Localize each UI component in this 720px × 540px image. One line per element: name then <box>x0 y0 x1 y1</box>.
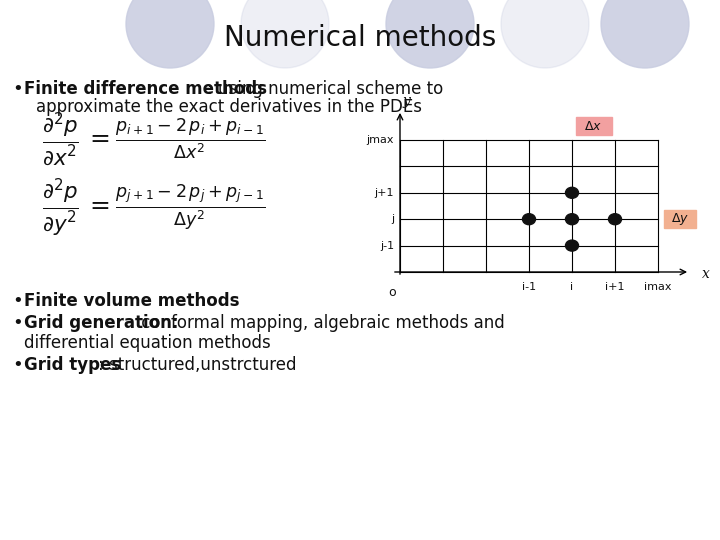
Text: Grid generation:: Grid generation: <box>24 314 179 332</box>
Text: y: y <box>402 94 410 108</box>
Text: : structured,unstrctured: : structured,unstrctured <box>98 356 297 374</box>
Text: approximate the exact derivatives in the PDEs: approximate the exact derivatives in the… <box>36 98 422 116</box>
Circle shape <box>601 0 689 68</box>
Text: $\Delta x$: $\Delta x$ <box>585 119 603 132</box>
Circle shape <box>386 0 474 68</box>
Text: j-1: j-1 <box>380 241 394 251</box>
Text: i-1: i-1 <box>522 282 536 292</box>
FancyBboxPatch shape <box>575 117 611 135</box>
Text: Numerical methods: Numerical methods <box>224 24 496 52</box>
Text: Finite volume methods: Finite volume methods <box>24 292 240 310</box>
Circle shape <box>241 0 329 68</box>
Text: i+1: i+1 <box>606 282 625 292</box>
Text: •: • <box>12 314 23 332</box>
Text: $\Delta y$: $\Delta y$ <box>671 211 689 227</box>
Text: •: • <box>12 292 23 310</box>
Text: $\frac{\partial^2 p}{\partial x^2}$: $\frac{\partial^2 p}{\partial x^2}$ <box>42 111 78 170</box>
Text: i: i <box>570 282 574 292</box>
Circle shape <box>126 0 214 68</box>
Text: j: j <box>391 214 394 224</box>
Text: jmax: jmax <box>366 135 394 145</box>
Text: differential equation methods: differential equation methods <box>24 334 271 352</box>
Ellipse shape <box>523 214 536 225</box>
FancyBboxPatch shape <box>664 210 696 228</box>
Ellipse shape <box>565 187 578 198</box>
Ellipse shape <box>565 240 578 251</box>
Text: o: o <box>388 286 396 299</box>
Text: •: • <box>12 80 23 98</box>
Ellipse shape <box>565 214 578 225</box>
Text: $= \frac{p_{i+1} - 2\,p_i + p_{i-1}}{\Delta x^2}$: $= \frac{p_{i+1} - 2\,p_i + p_{i-1}}{\De… <box>85 118 265 162</box>
Text: x: x <box>702 267 710 281</box>
Text: $\frac{\partial^2 p}{\partial y^2}$: $\frac{\partial^2 p}{\partial y^2}$ <box>42 177 78 239</box>
Text: •: • <box>12 356 23 374</box>
Text: j+1: j+1 <box>374 188 394 198</box>
Text: Finite difference methods: Finite difference methods <box>24 80 267 98</box>
Text: conformal mapping, algebraic methods and: conformal mapping, algebraic methods and <box>136 314 505 332</box>
Text: $= \frac{p_{j+1} - 2\,p_j + p_{j-1}}{\Delta y^2}$: $= \frac{p_{j+1} - 2\,p_j + p_{j-1}}{\De… <box>85 183 265 233</box>
Ellipse shape <box>608 214 621 225</box>
Circle shape <box>501 0 589 68</box>
Text: : using numerical scheme to: : using numerical scheme to <box>207 80 444 98</box>
Text: imax: imax <box>644 282 672 292</box>
Text: Grid types: Grid types <box>24 356 121 374</box>
